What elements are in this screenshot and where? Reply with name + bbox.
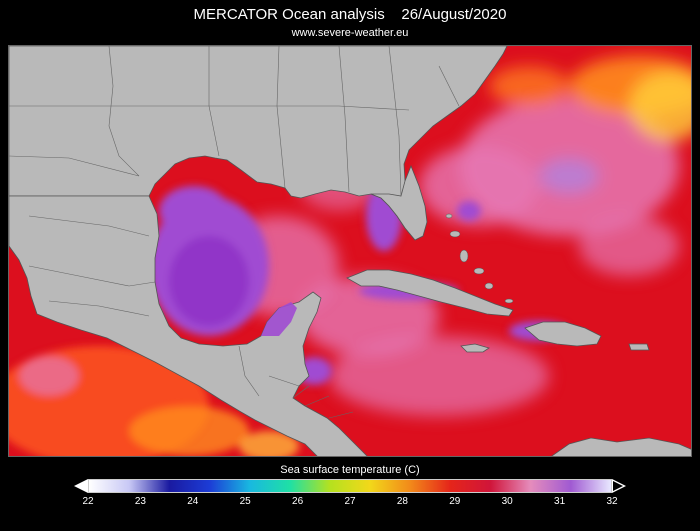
land-florida [370, 164, 428, 241]
colorbar-tick: 30 [501, 496, 513, 507]
colorbar-tick: 29 [449, 496, 461, 507]
land-puerto-rico [628, 343, 650, 351]
map-title: MERCATOR Ocean analysis 26/August/2020 [193, 6, 507, 23]
colorbar-ticks: 22 23 24 25 26 27 28 29 30 31 32 [82, 496, 617, 510]
colorbar-tick: 28 [396, 496, 408, 507]
yucatan-shelf [261, 302, 297, 336]
land-hispaniola [524, 321, 602, 347]
colorbar-min-extension [74, 479, 88, 493]
colorbar-tick: 27 [344, 496, 356, 507]
colorbar-tick: 32 [606, 496, 618, 507]
colorbar-tick: 24 [187, 496, 199, 507]
sst-map [8, 45, 692, 457]
colorbar-tick: 22 [82, 496, 94, 507]
colorbar-label: Sea surface temperature (C) [280, 464, 420, 476]
colorbar-tick: 25 [239, 496, 251, 507]
borders [9, 46, 460, 419]
land-south-america [551, 437, 691, 456]
colorbar-gradient [88, 479, 612, 493]
atlantic-eddies [219, 56, 691, 416]
colorbar-tick: 26 [292, 496, 304, 507]
colorbar-tick: 23 [134, 496, 146, 507]
pacific-waters [9, 346, 299, 456]
land-jamaica [460, 343, 490, 353]
source-url: www.severe-weather.eu [291, 27, 409, 39]
colorbar-tick: 31 [554, 496, 566, 507]
land-bahamas [445, 213, 514, 304]
land-cuba [346, 269, 514, 317]
colorbar [74, 479, 626, 493]
colorbar-max-extension [612, 479, 626, 493]
land-mexico-central-america [9, 195, 368, 456]
